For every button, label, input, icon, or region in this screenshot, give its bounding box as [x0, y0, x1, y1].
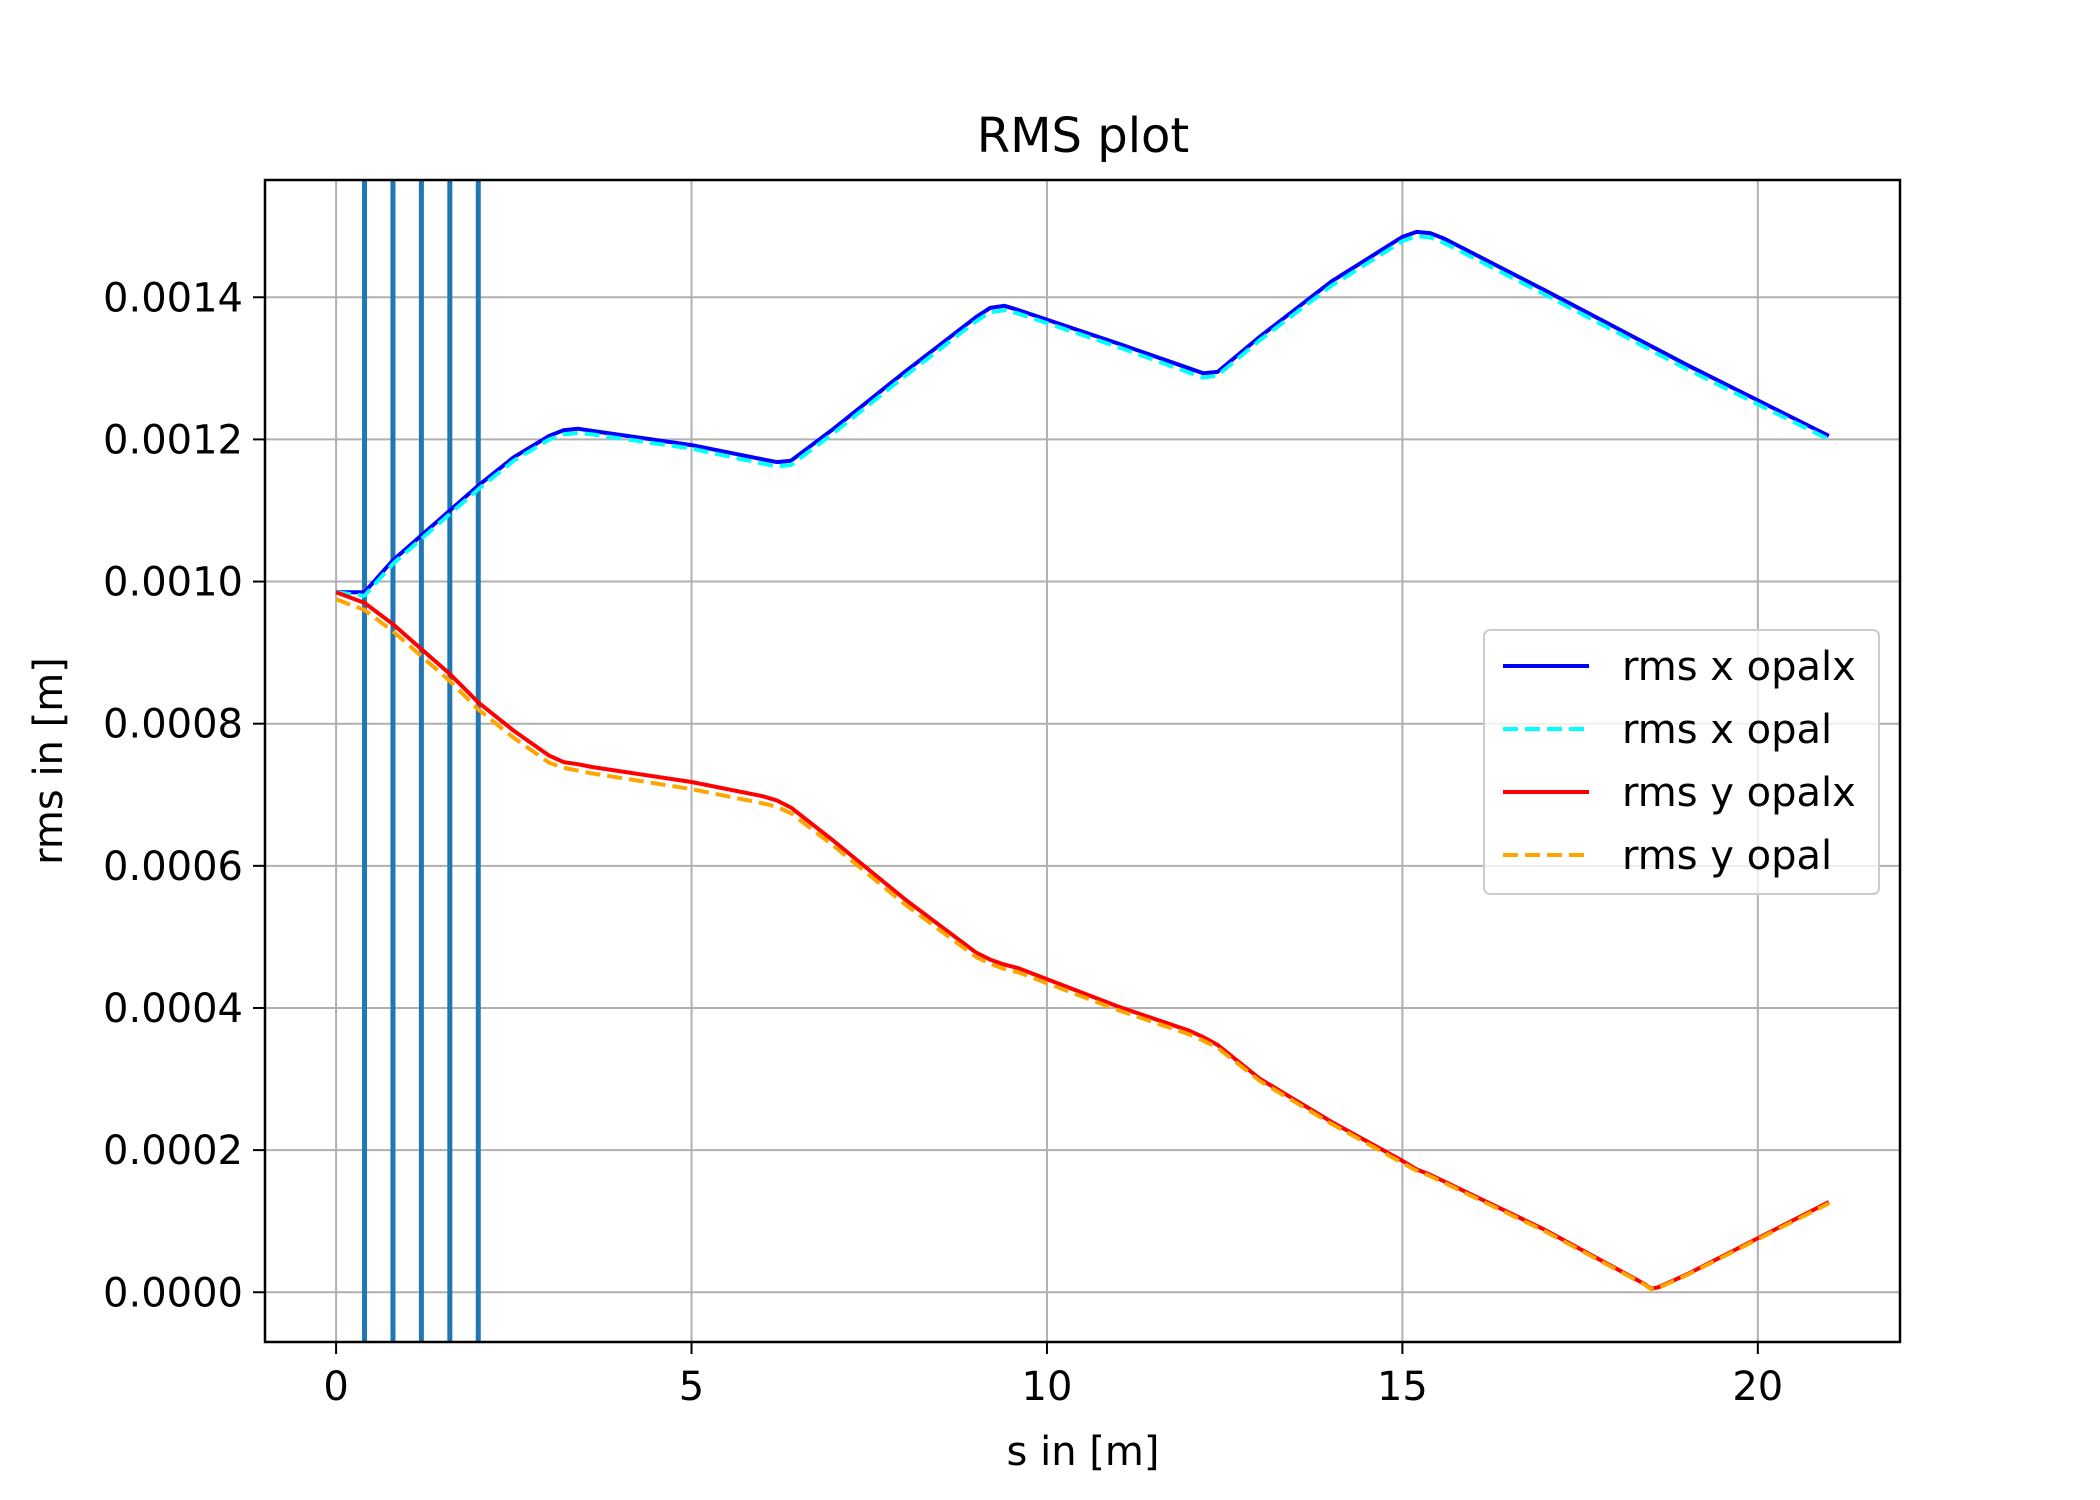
series-line	[335, 597, 1830, 1292]
element-markers	[362, 180, 481, 1342]
x-tick-label: 0	[323, 1364, 348, 1410]
y-tick-label: 0.0008	[103, 702, 243, 748]
y-tick-label: 0.0012	[103, 417, 243, 463]
series-line	[336, 229, 1830, 595]
y-tick-label: 0.0006	[103, 844, 243, 890]
x-tick-label: 10	[1022, 1364, 1073, 1410]
legend-label: rms y opalx	[1622, 770, 1856, 816]
y-tick-label: 0.0002	[103, 1128, 243, 1174]
x-tick-label: 15	[1377, 1364, 1428, 1410]
series-line	[335, 234, 1830, 598]
ticks: 0 5 10 15 20 0.0000 0.0002 0.0004 0.0006 0.0008 0.…	[103, 275, 1783, 1410]
chart-title: RMS plot	[977, 108, 1189, 164]
y-axis-label: rms in [m]	[26, 657, 72, 865]
x-tick-label: 5	[679, 1364, 704, 1410]
plot-frame	[263, 178, 1902, 1344]
x-tick-label: 20	[1732, 1364, 1783, 1410]
legend-label: rms x opalx	[1622, 644, 1856, 690]
x-axis-label: s in [m]	[1007, 1429, 1160, 1475]
legend-label: rms y opal	[1622, 833, 1832, 879]
y-tick-label: 0.0014	[103, 275, 243, 321]
legend: rms x opalx rms x opal rms y opalx rms y op…	[1483, 629, 1880, 895]
y-tick-label: 0.0004	[103, 986, 243, 1032]
y-tick-label: 0.0010	[103, 560, 243, 606]
y-tick-label: 0.0000	[103, 1270, 243, 1316]
legend-label: rms x opal	[1622, 707, 1832, 753]
series-lines	[335, 229, 1830, 1292]
legend-frame	[1483, 629, 1880, 895]
